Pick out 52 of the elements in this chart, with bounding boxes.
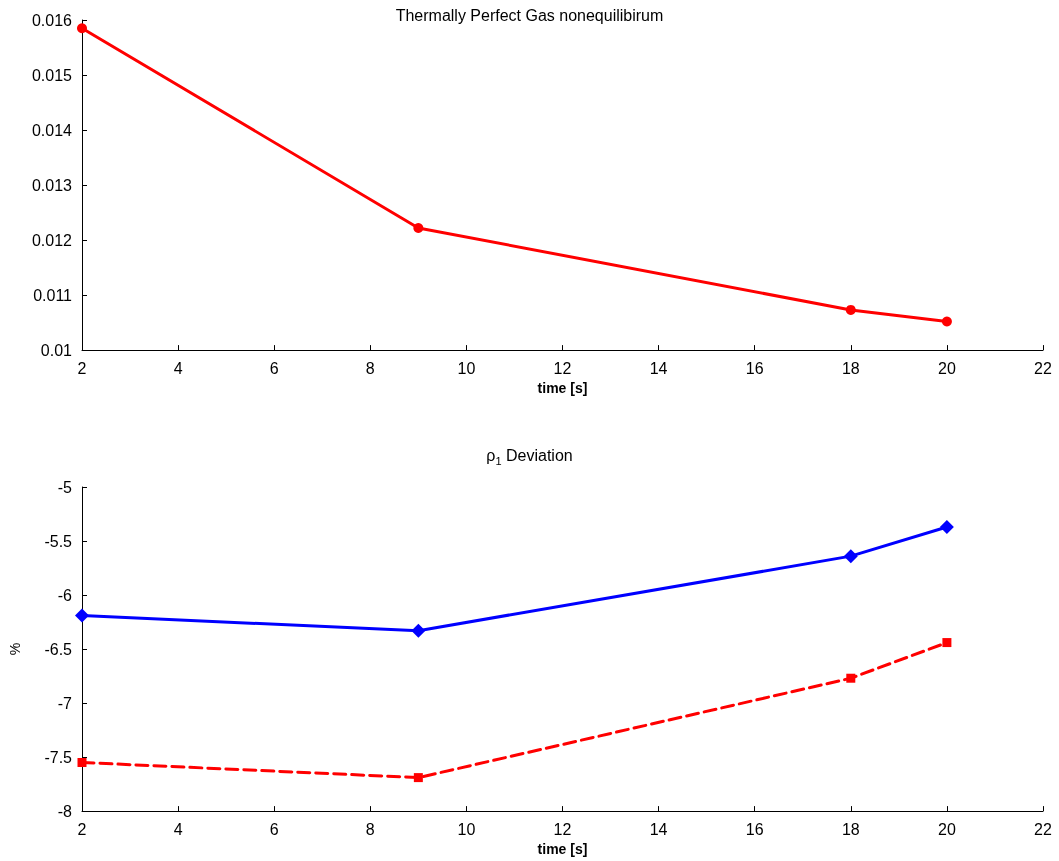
x-tick-label: 16 [745,820,764,838]
y-tick-label: -8 [57,802,73,820]
x-tick-label: 6 [269,359,279,377]
x-tick-label: 2 [77,820,87,838]
x-tick-label: 12 [553,359,572,377]
point [942,638,952,648]
y-tick-label: 0.016 [31,11,73,29]
y-tick-label: 0.01 [40,341,73,359]
point [411,623,426,638]
x-tick-label: 10 [457,820,476,838]
y-tick-label: -5.5 [44,532,73,550]
x-tick-label: 4 [173,820,183,838]
x-tick-label: 14 [649,359,668,377]
point [77,23,87,34]
y-tick-label: -7.5 [44,748,73,766]
point [77,757,87,767]
point [846,673,856,683]
y-tick-label: -7 [57,694,73,712]
x-tick-label: 18 [841,820,860,838]
x-axis-title: time [s] [537,380,588,396]
point [845,304,856,315]
x-tick-label: 20 [938,820,956,838]
x-axis-title: time [s] [537,841,588,857]
y-tick-label: 0.014 [31,121,73,139]
y-tick-label: -6.5 [44,640,73,658]
y-tick-label: -5 [57,478,73,496]
chart-title: Thermally Perfect Gas nonequilibirum [395,6,664,24]
x-tick-label: 14 [649,820,668,838]
x-tick-label: 20 [938,359,956,377]
y-tick-label: 0.013 [31,176,73,194]
point [939,519,954,534]
y-tick-label: 0.012 [31,231,73,249]
x-tick-label: 10 [457,359,476,377]
x-tick-label: 4 [173,359,183,377]
x-tick-label: 22 [1034,820,1052,838]
x-tick-label: 8 [365,359,375,377]
point [413,773,423,783]
x-tick-label: 18 [841,359,860,377]
y-tick-label: 0.011 [33,286,73,304]
y-axis-title: % [7,642,23,656]
x-tick-label: 8 [365,820,375,838]
y-tick-label: 0.015 [31,66,73,84]
x-tick-label: 6 [269,820,279,838]
x-tick-label: 22 [1034,359,1052,377]
x-tick-label: 16 [745,359,764,377]
point [941,316,952,327]
point [843,549,858,564]
point [75,608,89,623]
x-tick-label: 12 [553,820,572,838]
y-tick-label: -6 [57,586,73,604]
point [413,222,424,233]
x-tick-label: 2 [77,359,87,377]
